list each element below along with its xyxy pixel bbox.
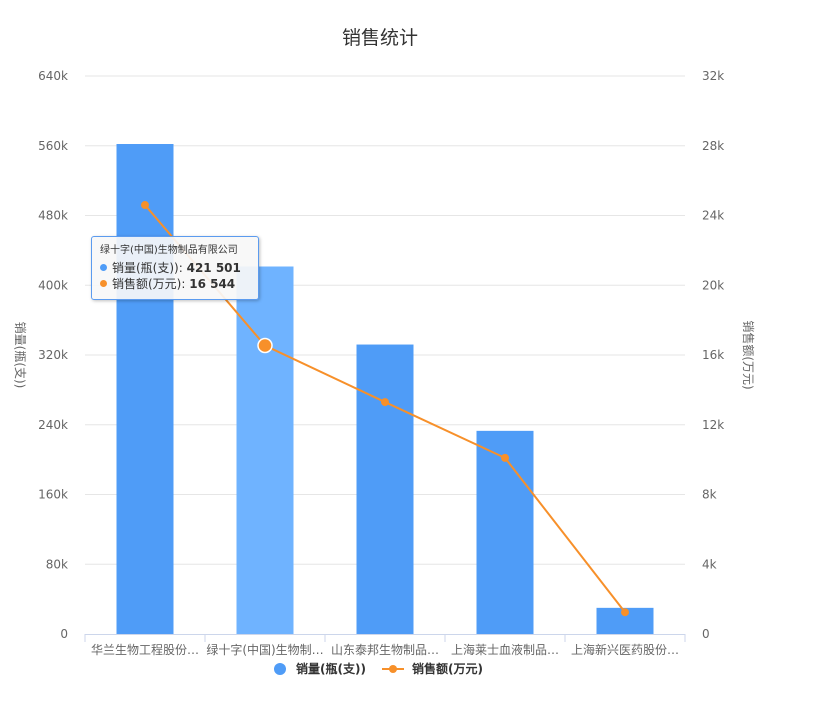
- bar[interactable]: [116, 144, 174, 634]
- bar[interactable]: [356, 344, 414, 634]
- tooltip-row-amount: 销售额(万元): 16 544: [100, 276, 250, 292]
- x-category-label: 华兰生物工程股份…: [91, 642, 199, 657]
- y-left-tick-label: 560k: [38, 139, 68, 153]
- y-right-tick-label: 16k: [702, 348, 724, 362]
- y-left-tick-label: 160k: [38, 488, 68, 502]
- legend-line-dot[interactable]: [389, 665, 397, 673]
- y-right-tick-label: 4k: [702, 557, 717, 571]
- legend-bar-marker[interactable]: [274, 663, 286, 675]
- y-right-tick-label: 12k: [702, 418, 724, 432]
- line-point[interactable]: [381, 398, 389, 407]
- tooltip-amount-value: 16 544: [189, 277, 236, 291]
- y-right-tick-label: 0: [702, 627, 710, 641]
- legend-line-label[interactable]: 销售额(万元): [412, 661, 483, 676]
- line-point[interactable]: [501, 453, 509, 462]
- x-category-label: 上海新兴医药股份…: [571, 642, 679, 657]
- line-point[interactable]: [141, 201, 149, 210]
- tooltip-amount-label: 销售额(万元):: [112, 277, 190, 291]
- y-left-tick-label: 240k: [38, 418, 68, 432]
- line-point[interactable]: [621, 608, 629, 617]
- y-right-tick-label: 28k: [702, 139, 724, 153]
- y-left-tick-label: 320k: [38, 348, 68, 362]
- y-axis-right-title: 销售额(万元): [741, 320, 756, 389]
- axes: 0 0 80k 4k 160k 8k 240k 12k 320k 16k 400k 20k 480k 24…: [38, 69, 724, 657]
- x-category-label: 山东泰邦生物制品…: [331, 643, 439, 657]
- tooltip-title: 绿十字(中国)生物制品有限公司: [100, 245, 238, 256]
- bar[interactable]: [236, 266, 294, 634]
- tooltip-volume-dot: [100, 264, 107, 271]
- tooltip-volume-label: 销量(瓶(支)):: [112, 261, 187, 275]
- chart-title: 销售统计: [342, 27, 418, 49]
- legend[interactable]: 销量(瓶(支)) 销售额(万元): [274, 661, 483, 676]
- y-left-tick-label: 640k: [38, 69, 68, 83]
- tooltip: 绿十字(中国)生物制品有限公司 销量(瓶(支)): 421 501 销售额(万元…: [91, 236, 259, 300]
- y-left-tick-label: 80k: [46, 557, 68, 571]
- tooltip-amount-dot: [100, 280, 107, 287]
- tooltip-volume-value: 421 501: [186, 261, 241, 275]
- y-left-tick-label: 0: [60, 627, 68, 641]
- y-right-tick-label: 8k: [702, 488, 717, 502]
- bars: [116, 144, 654, 634]
- x-category-label: 绿十字(中国)生物制…: [206, 642, 323, 657]
- y-right-tick-label: 32k: [702, 69, 724, 83]
- bar[interactable]: [476, 430, 534, 634]
- tooltip-row-volume: 销量(瓶(支)): 421 501: [100, 260, 250, 276]
- x-category-label: 上海莱士血液制品…: [451, 642, 559, 657]
- y-right-tick-label: 24k: [702, 209, 724, 223]
- line-point-highlight[interactable]: [257, 337, 273, 354]
- y-left-tick-label: 480k: [38, 209, 68, 223]
- legend-bar-label[interactable]: 销量(瓶(支)): [296, 661, 366, 676]
- y-right-tick-label: 20k: [702, 278, 724, 292]
- y-left-tick-label: 400k: [38, 278, 68, 292]
- y-axis-left-title: 销量(瓶(支)): [13, 322, 27, 389]
